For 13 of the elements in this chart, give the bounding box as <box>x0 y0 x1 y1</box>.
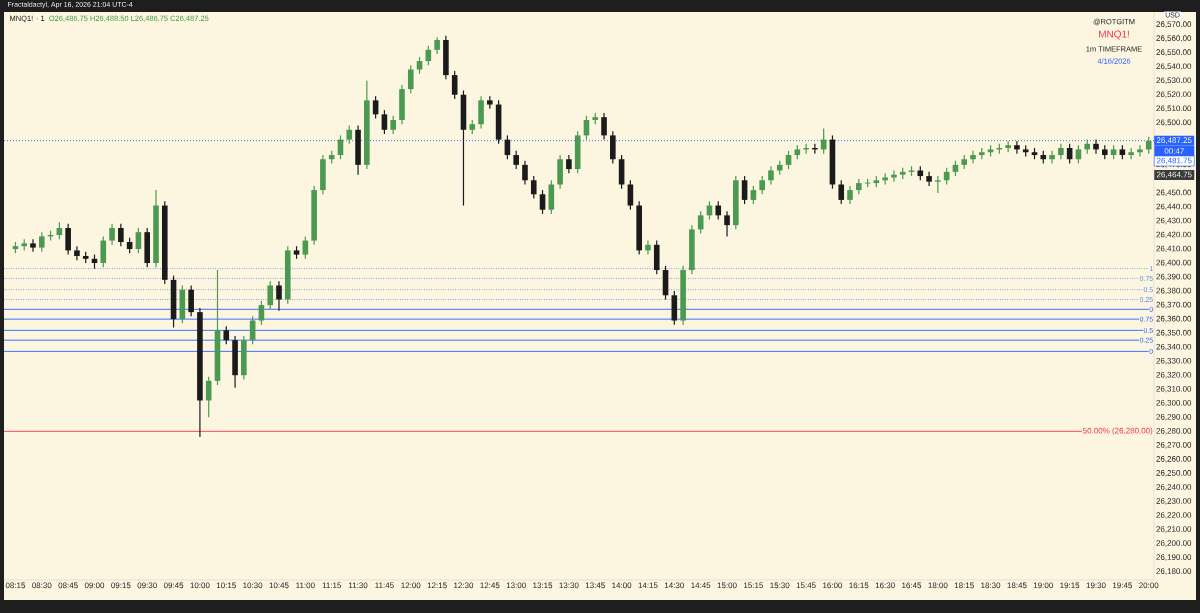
candlestick <box>513 150 519 170</box>
candlestick <box>759 175 765 195</box>
candlestick <box>390 115 396 135</box>
candlestick <box>364 80 370 170</box>
candlestick <box>346 124 353 145</box>
candlestick <box>838 179 845 205</box>
candlestick <box>38 231 45 253</box>
candlestick <box>407 64 414 94</box>
candlestick <box>610 130 616 165</box>
candlestick <box>223 325 230 345</box>
candlestick <box>267 280 274 310</box>
annotation: MNQ1! <box>1099 30 1129 40</box>
candlestick <box>935 175 941 194</box>
